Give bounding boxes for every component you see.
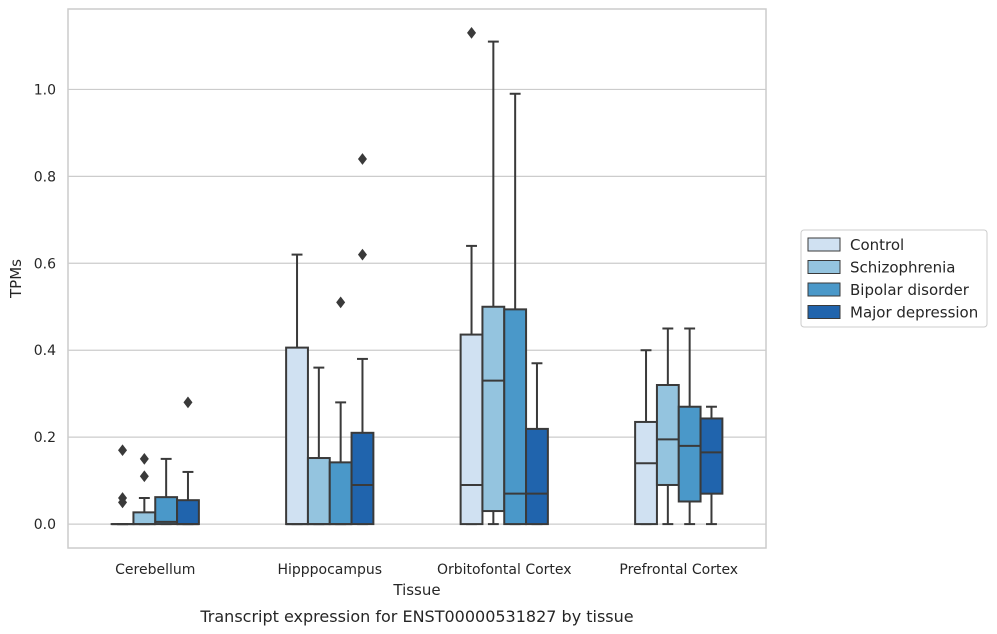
x-tick-label: Cerebellum — [115, 562, 195, 578]
box-body — [459, 333, 484, 526]
box-schizophrenia — [132, 453, 157, 526]
legend-label: Major depression — [850, 304, 978, 322]
box-schizophrenia — [306, 366, 331, 526]
legend-swatch — [807, 260, 841, 274]
plot-area-frame — [67, 8, 767, 549]
box-body — [132, 511, 157, 526]
box-body — [176, 499, 200, 526]
outlier-point — [336, 296, 346, 309]
x-tick-label: Prefrontal Cortex — [619, 562, 738, 578]
x-tick-label: Hipppocampus — [277, 562, 382, 578]
box-major-depression — [176, 396, 200, 526]
box-body — [306, 457, 331, 526]
legend-swatch — [807, 305, 841, 319]
box-body — [350, 431, 375, 526]
legend-swatch — [807, 237, 841, 252]
box-body — [655, 383, 680, 486]
box-body — [699, 417, 724, 495]
box-major-depression — [525, 362, 549, 526]
box-body — [634, 420, 658, 526]
y-tick-label: 0.4 — [34, 343, 56, 359]
box-bipolar-disorder — [503, 92, 528, 526]
y-tick-label: 0.8 — [34, 169, 56, 185]
outlier-point — [139, 470, 149, 483]
legend-label: Schizophrenia — [850, 259, 955, 277]
x-tick-labels: Cerebellum Hipppocampus Orbitofontal Corte… — [115, 562, 738, 578]
box-schizophrenia — [481, 40, 506, 526]
y-axis-label: TPMs — [7, 259, 25, 299]
outlier-point — [357, 153, 367, 165]
x-tick-label: Orbitofontal Cortex — [437, 562, 572, 578]
outlier-point — [357, 248, 367, 261]
box-bipolar-disorder — [677, 327, 702, 526]
y-tick-label: 0.0 — [34, 517, 56, 533]
box-body — [503, 308, 528, 526]
box-body — [154, 496, 179, 526]
box-control — [634, 349, 658, 526]
outlier-point — [118, 444, 128, 457]
legend-swatch — [807, 282, 841, 297]
outlier-point — [139, 453, 149, 465]
y-tick-label: 0.6 — [34, 256, 56, 272]
box-body — [525, 427, 549, 526]
x-axis-label: Tissue — [392, 581, 440, 599]
outlier-point — [118, 492, 128, 504]
box-bipolar-disorder — [154, 457, 179, 526]
y-tick-label: 0.2 — [34, 430, 56, 446]
box-schizophrenia — [655, 327, 680, 526]
box-major-depression — [699, 405, 724, 526]
legend-label: Control — [850, 236, 904, 254]
box-bipolar-disorder — [328, 296, 353, 526]
box-body — [285, 346, 309, 526]
box-control — [110, 444, 135, 526]
outlier-point — [183, 396, 193, 409]
box-major-depression — [350, 153, 375, 526]
outlier-point — [467, 27, 477, 39]
box-control — [285, 253, 309, 526]
box-control — [459, 27, 484, 526]
y-tick-label: 1.0 — [34, 82, 56, 98]
box-body — [328, 461, 353, 526]
legend: Control Schizophrenia Bipolar disorder Majo… — [800, 229, 988, 328]
box-body — [677, 405, 702, 503]
legend-frame — [800, 229, 988, 328]
chart-caption: Transcript expression for ENST0000053182… — [199, 607, 633, 626]
box-groups — [110, 27, 724, 526]
y-tick-labels: 0.0 0.2 0.4 0.6 0.8 1.0 — [34, 82, 56, 533]
legend-label: Bipolar disorder — [850, 281, 970, 299]
box-body — [481, 305, 506, 513]
